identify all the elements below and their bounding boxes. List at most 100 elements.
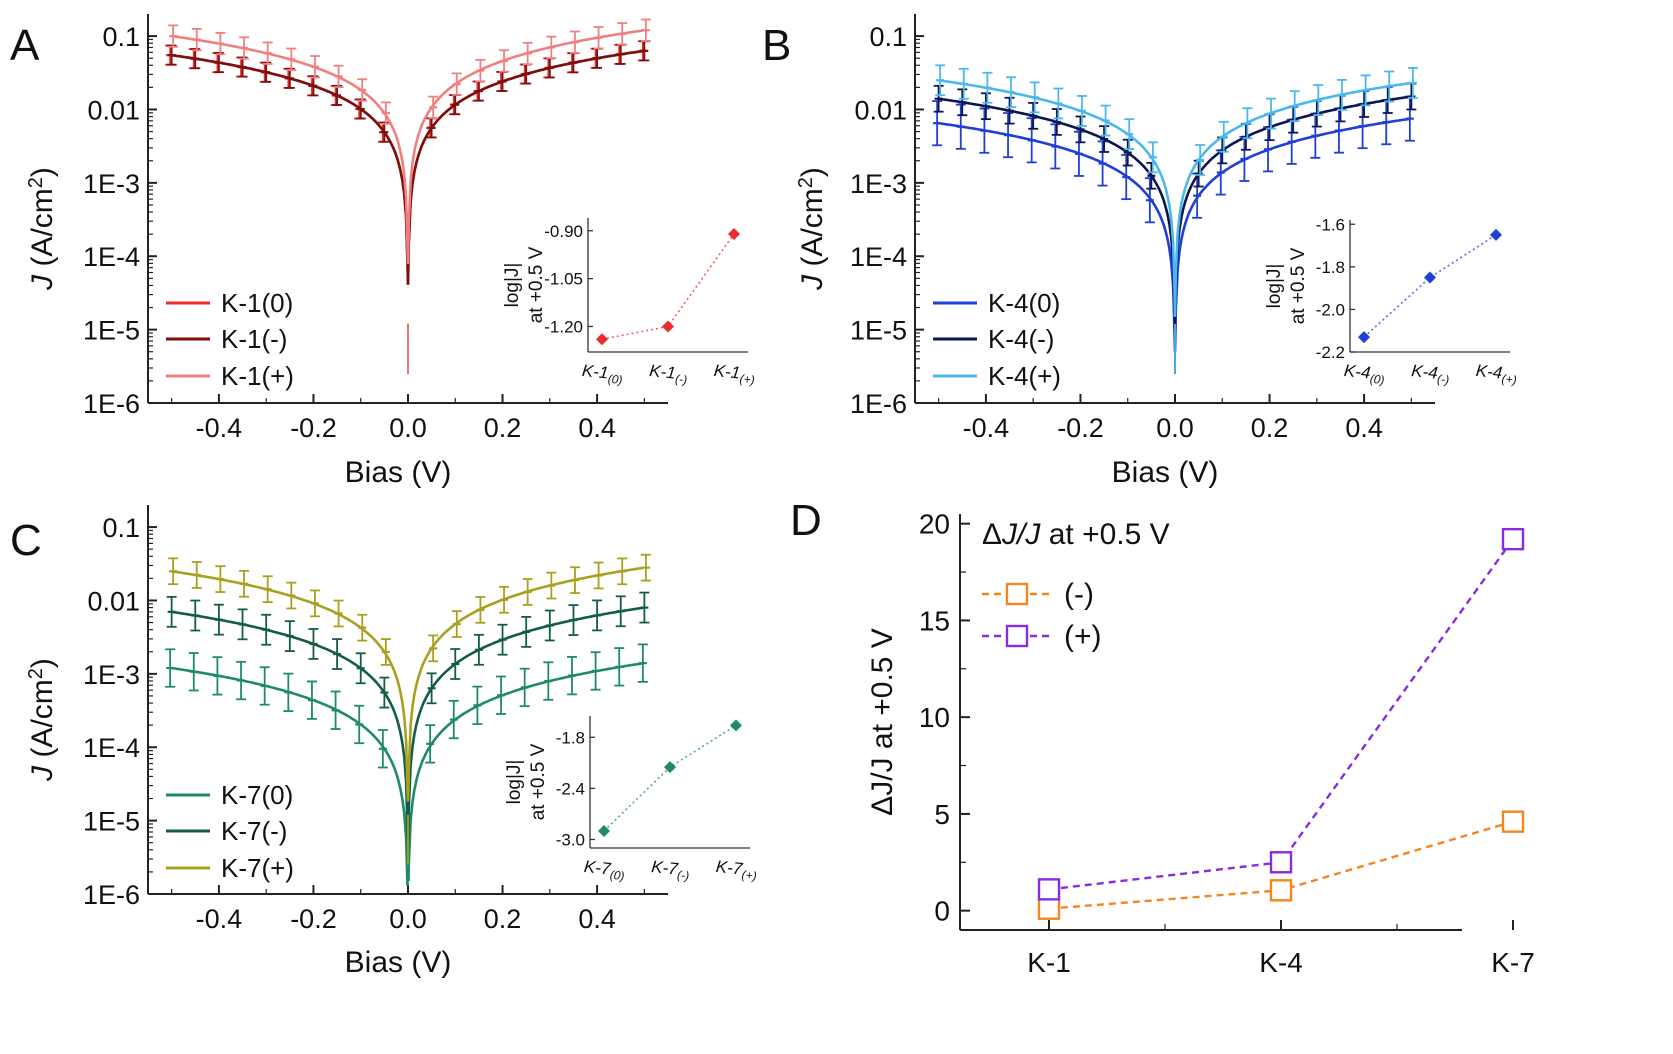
inset-line	[603, 724, 737, 832]
inset-point	[1358, 331, 1370, 344]
data-point	[1501, 527, 1525, 551]
legend-marker	[1005, 624, 1029, 648]
y-tick-label: 0.01	[854, 95, 907, 125]
y-tick-label: 1E-3	[83, 660, 140, 690]
y-tick-label: 1E-4	[83, 733, 140, 763]
plot-area	[165, 553, 651, 886]
legend-label: K-1(+)	[221, 361, 294, 391]
y-tick-label: 0.01	[87, 95, 140, 125]
y-tick-label: 1E-3	[83, 169, 140, 199]
panel-letter: D	[790, 496, 822, 545]
chart-title: ΔJ/J at +0.5 V	[982, 518, 1170, 551]
y-tick-label: 20	[919, 509, 950, 540]
y-tick-label: 1E-3	[850, 169, 907, 199]
legend-label: K-7(-)	[221, 816, 287, 846]
series-K-7(-)	[166, 591, 650, 865]
data-point	[1501, 810, 1525, 833]
inset: -1.8 -2.4 -3.0 K-7(0) K-7(-) K-7(+) log|J| at +…	[504, 716, 759, 883]
series-K-1(+)	[168, 18, 651, 374]
inset-y-tick-label: -1.6	[1316, 215, 1345, 234]
series-(+)	[1037, 527, 1525, 901]
y-tick-label: 1E-5	[83, 807, 140, 837]
x-tick-label: 0.0	[389, 413, 427, 443]
inset-x-tick-label: K-1(0)	[581, 361, 624, 387]
inset-line	[1363, 234, 1497, 338]
y-tick-label: 1E-6	[83, 389, 140, 419]
x-axis-label: Bias (V)	[345, 946, 452, 979]
inset-x-tick-label: K-7(0)	[583, 857, 626, 883]
series-K-4(+)	[935, 64, 1418, 374]
inset-y-tick-label: -3.0	[556, 830, 585, 849]
legend-marker	[1005, 582, 1029, 606]
x-tick-label: 0.0	[389, 904, 427, 934]
panel-C: C 1E-6 1E-5 1E-4 1E-3 0.01 0.1 -0.4 -0.2 0.0 0.2 0.…	[10, 505, 759, 979]
legend-label: K-7(+)	[221, 853, 294, 883]
series-(-)	[1037, 810, 1525, 920]
inset-x-tick-label: K-4(-)	[1410, 361, 1451, 387]
y-axis-label: ΔJ/J at +0.5 V	[866, 628, 899, 816]
y-tick-label: 10	[919, 702, 950, 733]
inset-y-label: log|J| at +0.5 V	[502, 246, 547, 323]
series-K-1(-)	[166, 40, 650, 374]
x-tick-label: K-7	[1491, 947, 1535, 978]
inset-y-tick-label: -1.8	[1316, 258, 1345, 277]
legend-label: K-4(+)	[988, 361, 1061, 391]
y-tick-label: 5	[934, 799, 950, 830]
x-tick-label: -0.2	[290, 413, 337, 443]
inset-y-tick-label: -1.8	[556, 728, 585, 747]
inset-x-tick-label: K-4(0)	[1343, 361, 1386, 387]
y-tick-label: 0.1	[102, 22, 140, 52]
legend-label: K-7(0)	[221, 780, 293, 810]
x-tick-label: 0.0	[1156, 413, 1194, 443]
inset-point	[730, 719, 742, 732]
inset-point	[1424, 271, 1436, 284]
legend-label: K-4(0)	[988, 288, 1060, 318]
inset-x-tick-label: K-4(+)	[1475, 361, 1519, 387]
panel-A: A 1E-6 1E-5 1E-4 1E-3 0.01 0.1 -0.4 -0.2 0.0 0.2 0.…	[10, 14, 757, 489]
inset-x-tick-label: K-1(+)	[713, 361, 757, 387]
panel-B: B 1E-6 1E-5 1E-4 1E-3 0.01 0.1 -0.4 -0.2 0.0 0.2 0.…	[762, 14, 1519, 489]
y-axis-label: J (A/cm2)	[795, 167, 829, 291]
inset-y-tick-label: -1.20	[544, 317, 583, 336]
x-tick-label: -0.4	[963, 413, 1010, 443]
y-tick-label: 0	[934, 896, 950, 927]
y-tick-label: 1E-4	[850, 242, 907, 272]
x-tick-label: 0.2	[484, 413, 522, 443]
y-axis-label: J (A/cm2)	[25, 658, 59, 782]
inset-y-tick-label: -0.90	[544, 222, 583, 241]
legend-label: K-1(-)	[221, 324, 287, 354]
inset-y-label: log|J| at +0.5 V	[1264, 247, 1309, 324]
inset-x-tick-label: K-1(-)	[648, 361, 689, 387]
x-tick-label: 0.2	[1251, 413, 1289, 443]
inset-y-label: log|J| at +0.5 V	[504, 743, 549, 820]
panel-letter: A	[10, 21, 40, 70]
series-line	[171, 29, 644, 265]
inset-point	[1490, 228, 1502, 241]
legend-label: (+)	[1064, 620, 1102, 653]
legend-label: (-)	[1064, 578, 1094, 611]
y-tick-label: 0.1	[869, 22, 907, 52]
data-point	[1037, 897, 1061, 920]
x-tick-label: 0.4	[578, 413, 616, 443]
inset-x-tick-label: K-7(-)	[650, 857, 691, 883]
y-tick-label: 1E-6	[83, 880, 140, 910]
plot-area	[165, 18, 651, 374]
x-axis-label: Bias (V)	[1112, 456, 1219, 489]
y-tick-label: 1E-4	[83, 242, 140, 272]
inset-y-tick-label: -2.0	[1316, 300, 1345, 319]
legend-label: K-1(0)	[221, 288, 293, 318]
inset-y-tick-label: -2.2	[1316, 343, 1345, 362]
inset-x-tick-label: K-7(+)	[715, 857, 759, 883]
inset-point	[728, 227, 740, 240]
y-tick-label: 1E-5	[83, 316, 140, 346]
inset-y-tick-label: -1.05	[544, 270, 583, 289]
inset-point	[598, 824, 610, 837]
inset: -0.90 -1.05 -1.20 K-1(0) K-1(-) K-1(+) log|J| a…	[502, 218, 757, 387]
x-axis-label: Bias (V)	[345, 456, 452, 489]
data-point	[1037, 878, 1061, 901]
series-K-7(+)	[168, 553, 651, 865]
x-tick-label: K-1	[1027, 947, 1071, 978]
data-point	[1269, 879, 1293, 902]
series-line	[938, 79, 1411, 317]
